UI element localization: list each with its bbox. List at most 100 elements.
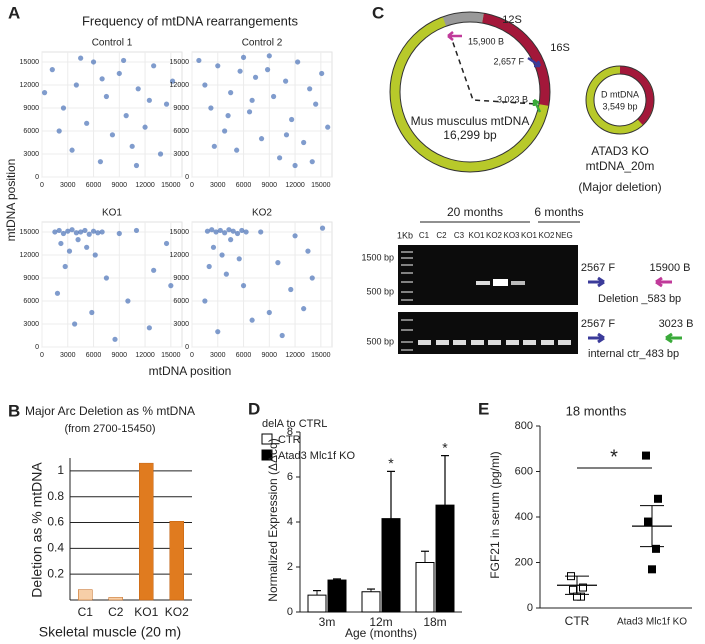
y-tick-label: 400: [515, 511, 533, 523]
map-caption: (Major deletion): [578, 180, 661, 194]
panel-label: C: [372, 3, 384, 22]
y-tick-label: 6000: [173, 128, 189, 135]
map-label: 3,023 B: [497, 94, 528, 104]
scatter-point: [73, 230, 79, 236]
scatter-point: [309, 159, 315, 165]
y-tick-label: 9000: [173, 105, 189, 112]
panel-label: B: [8, 401, 20, 420]
map-label: 15,900 B: [468, 36, 504, 46]
scatter-point: [228, 237, 234, 243]
scatter-point: [120, 57, 127, 64]
bar: [361, 591, 381, 613]
scatter-point: [168, 283, 174, 289]
scatter-point: [313, 101, 319, 107]
lane-label: KO1: [521, 231, 538, 240]
scatter-point: [226, 227, 232, 233]
lane-label: C3: [454, 231, 465, 240]
y-tick-label: 15000: [170, 229, 190, 236]
scatter-point: [208, 105, 214, 111]
y-tick-label: 600: [515, 465, 533, 477]
x-tick-label: 15000: [311, 182, 331, 189]
primer-arrow: [532, 98, 542, 113]
map-label: 16S: [550, 42, 570, 54]
scatter-point: [169, 78, 176, 84]
scatter-point: [151, 267, 157, 273]
y-tick-label: 12000: [170, 252, 190, 259]
scatter-point: [219, 252, 225, 258]
scatter-point: [52, 229, 58, 235]
lane-label: C1: [419, 231, 430, 240]
scatter-point: [295, 59, 301, 65]
map-label: D mtDNA: [601, 89, 639, 99]
primer-label: 3023 B: [659, 318, 694, 330]
panel-label: D: [248, 399, 260, 418]
scatter-point: [56, 128, 62, 134]
scatter-point: [65, 228, 71, 234]
scatter-point: [202, 298, 208, 304]
legend-swatch: [261, 449, 273, 461]
y-tick-label: 800: [515, 420, 533, 432]
subplot-title: KO2: [252, 208, 272, 219]
x-axis-label: Skeletal muscle (20 m): [39, 624, 181, 640]
scatter-point: [146, 97, 152, 103]
scatter-point: [292, 233, 298, 239]
plot-area: [191, 221, 333, 348]
scatter-point: [99, 229, 105, 235]
y-tick-label: 2: [287, 561, 293, 573]
scatter-point: [133, 162, 140, 169]
x-tick-label: 0: [190, 352, 194, 359]
x-tick-label: 12000: [135, 352, 155, 359]
bar: [78, 589, 93, 601]
bar: [307, 594, 327, 613]
marker-label: 1500 bp: [361, 252, 394, 262]
scatter-point: [319, 225, 326, 231]
scatter-point: [319, 70, 325, 77]
chart-subtitle: (from 2700-15450): [64, 423, 155, 435]
scatter-point: [243, 229, 249, 235]
map-outline: [399, 21, 541, 163]
panel-label: E: [478, 399, 489, 418]
scatter-point: [283, 132, 290, 138]
bar: [327, 579, 347, 613]
significance-mark: *: [388, 455, 394, 471]
map-name: Mus musculus mtDNA: [411, 114, 530, 128]
scatter-point: [146, 325, 152, 331]
scatter-point: [249, 97, 255, 103]
x-tick-label: 0: [190, 182, 194, 189]
map-size: 16,299 bp: [443, 128, 497, 142]
scatter-point: [258, 136, 265, 142]
scatter-point: [275, 260, 281, 266]
x-tick-label: KO1: [134, 605, 158, 619]
y-tick-label: 0: [185, 344, 189, 351]
y-tick-label: 9000: [23, 105, 39, 112]
x-tick-label: 0: [40, 352, 44, 359]
map-label: 12S: [502, 14, 522, 26]
scatter-point: [252, 74, 259, 80]
x-tick-label: C1: [78, 605, 94, 619]
lane-label: KO2: [486, 231, 503, 240]
lane-label: KO3: [503, 231, 520, 240]
y-tick-label: 6000: [23, 298, 39, 305]
x-tick-label: 0: [40, 182, 44, 189]
y-axis-label: Deletion as % mtDNA: [29, 462, 45, 598]
scatter-point: [289, 116, 295, 123]
legend-swatch: [261, 433, 273, 445]
y-tick-label: 4: [287, 516, 293, 528]
bar: [108, 597, 123, 601]
y-tick-label: 9000: [23, 275, 39, 282]
scatter-point: [60, 230, 67, 237]
scatter-point: [196, 57, 202, 64]
mtdna-map: [389, 11, 655, 173]
scatter-point: [97, 159, 104, 165]
scatter-point: [225, 113, 231, 119]
x-tick-label: CTR: [565, 614, 590, 628]
scatter-point: [163, 101, 170, 107]
x-tick-label: 9000: [112, 182, 128, 189]
x-tick-label: 6000: [236, 182, 252, 189]
scatter-point: [86, 231, 92, 237]
ladder: [401, 251, 413, 351]
scatter-point: [99, 76, 105, 82]
scatter-point: [54, 290, 61, 296]
scatter-point: [249, 317, 255, 323]
map-rrna-arc: [619, 66, 654, 125]
